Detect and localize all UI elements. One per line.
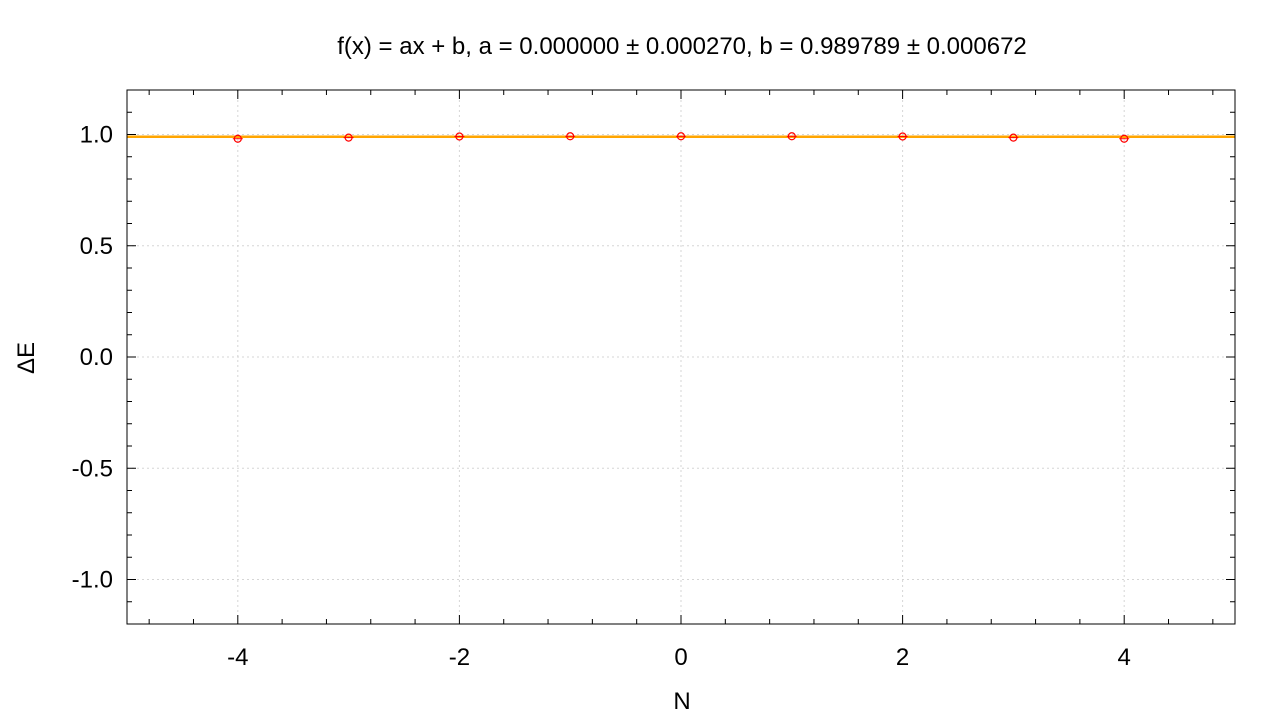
data-point <box>343 133 354 142</box>
x-tick-label: 2 <box>896 644 909 671</box>
point-marker <box>344 133 353 142</box>
y-tick-label: 0.5 <box>80 233 113 260</box>
y-tick-label: 0.0 <box>80 344 113 371</box>
x-tick-labels: -4 -2 0 2 4 <box>227 644 1131 671</box>
x-tick-label: 4 <box>1118 644 1131 671</box>
y-tick-labels: -1.0 -0.5 0.0 0.5 1.0 <box>72 122 113 594</box>
data-point <box>565 132 576 141</box>
point-marker <box>787 132 796 141</box>
x-tick-label: 0 <box>674 644 687 671</box>
y-tick-label: -0.5 <box>72 455 113 482</box>
major-ticks <box>127 90 1235 624</box>
data-point <box>232 134 243 143</box>
data-point <box>676 132 686 141</box>
y-tick-label: 1.0 <box>80 122 113 149</box>
data-points <box>232 132 1130 143</box>
x-axis-label: N <box>673 688 690 715</box>
point-marker <box>676 132 686 141</box>
grid <box>127 90 1235 624</box>
y-tick-label: -1.0 <box>72 567 113 594</box>
point-marker <box>1009 133 1018 142</box>
minor-ticks <box>127 90 1235 624</box>
point-marker <box>455 132 464 141</box>
point-marker <box>898 132 907 141</box>
plot-frame <box>126 89 1236 625</box>
y-axis-label: ΔE <box>13 342 40 374</box>
data-point <box>1119 134 1130 143</box>
chart-title: f(x) = ax + b, a = 0.000000 ± 0.000270, … <box>337 33 1027 60</box>
data-point <box>1008 133 1019 142</box>
data-point <box>454 132 465 141</box>
point-marker <box>1120 134 1129 143</box>
data-point <box>897 132 908 141</box>
data-point <box>786 132 797 141</box>
point-marker <box>566 132 575 141</box>
point-marker <box>233 134 242 143</box>
x-tick-label: -4 <box>227 644 248 671</box>
x-tick-label: -2 <box>449 644 470 671</box>
